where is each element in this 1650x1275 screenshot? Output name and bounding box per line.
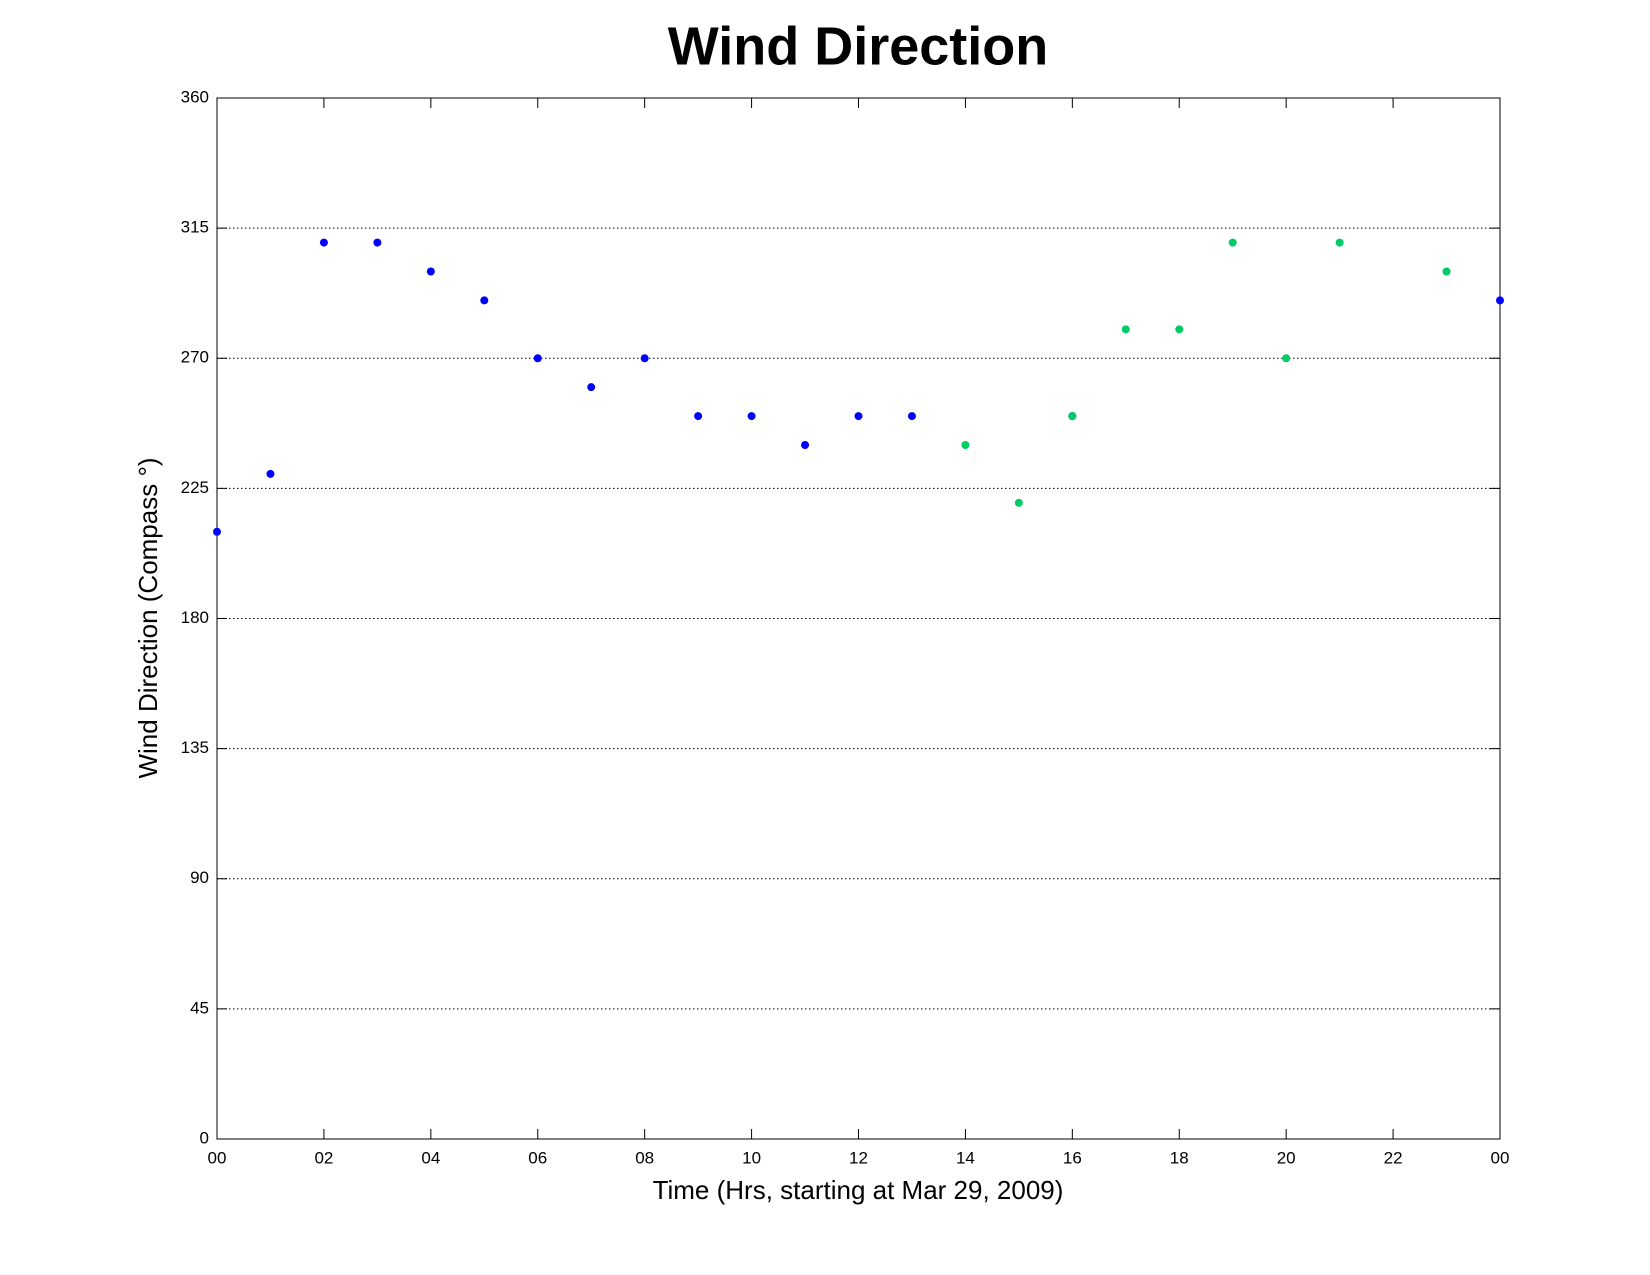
data-point [801,441,810,449]
data-point [1175,325,1184,334]
data-point [1014,498,1023,507]
data-point [1335,238,1344,247]
y-axis-label: Wind Direction (Compass °) [133,457,163,778]
y-tick-label: 360 [181,87,209,106]
x-axis-label: Time (Hrs, starting at Mar 29, 2009) [653,1175,1064,1205]
y-tick-label: 0 [200,1128,209,1147]
data-point [961,441,970,449]
data-point [1068,412,1077,421]
data-point [266,469,275,478]
data-point [1282,354,1291,363]
x-tick-label: 00 [1491,1148,1510,1167]
y-tick-label: 225 [181,478,209,497]
data-point [907,412,916,421]
x-tick-label: 18 [1170,1148,1189,1167]
data-point [1496,296,1504,305]
data-point [1228,238,1237,247]
y-tick-label: 135 [181,738,209,757]
y-tick-label: 90 [190,868,209,887]
data-point [1121,325,1130,334]
data-point [373,238,382,247]
data-point [747,412,756,421]
y-tick-label: 270 [181,348,209,367]
data-point [694,412,703,421]
data-point [533,354,542,363]
x-tick-label: 14 [956,1148,975,1167]
plot-frame [216,97,1501,1140]
x-tick-label: 20 [1277,1148,1296,1167]
data-point [587,383,596,392]
x-tick-label: 00 [208,1148,227,1167]
data-point [319,238,328,247]
y-tick-label: 315 [181,218,209,237]
x-tick-label: 04 [421,1148,440,1167]
x-tick-label: 10 [742,1148,761,1167]
x-tick-label: 16 [1063,1148,1082,1167]
data-point [1442,267,1451,276]
chart-title: Wind Direction [668,16,1049,76]
data-point [480,296,489,305]
data-point [640,354,649,363]
y-tick-label: 45 [190,998,209,1017]
x-tick-label: 08 [635,1148,654,1167]
x-tick-label: 12 [849,1148,868,1167]
y-tick-label: 180 [181,608,209,627]
x-tick-label: 02 [314,1148,333,1167]
data-point [426,267,435,276]
data-point [854,412,863,421]
x-tick-label: 06 [528,1148,547,1167]
data-point [213,527,221,536]
x-tick-label: 22 [1384,1148,1403,1167]
